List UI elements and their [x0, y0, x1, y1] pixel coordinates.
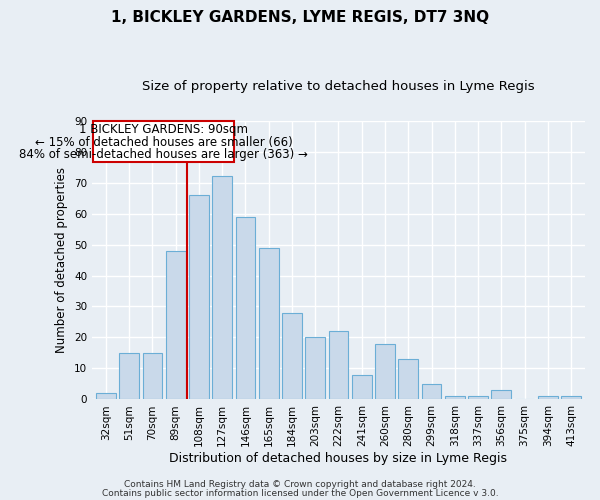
- FancyBboxPatch shape: [93, 120, 234, 162]
- Text: Contains HM Land Registry data © Crown copyright and database right 2024.: Contains HM Land Registry data © Crown c…: [124, 480, 476, 489]
- Bar: [189, 195, 209, 400]
- Text: 1 BICKLEY GARDENS: 90sqm: 1 BICKLEY GARDENS: 90sqm: [79, 124, 248, 136]
- Bar: [259, 248, 278, 400]
- Bar: [212, 176, 232, 400]
- Y-axis label: Number of detached properties: Number of detached properties: [55, 167, 68, 353]
- Bar: [468, 396, 488, 400]
- Bar: [282, 312, 302, 400]
- Bar: [352, 374, 371, 400]
- Bar: [236, 216, 256, 400]
- Bar: [375, 344, 395, 400]
- Text: Contains public sector information licensed under the Open Government Licence v : Contains public sector information licen…: [101, 489, 499, 498]
- Bar: [166, 250, 185, 400]
- Bar: [561, 396, 581, 400]
- Bar: [143, 353, 163, 400]
- Bar: [329, 332, 349, 400]
- X-axis label: Distribution of detached houses by size in Lyme Regis: Distribution of detached houses by size …: [169, 452, 508, 465]
- Bar: [538, 396, 557, 400]
- Bar: [398, 359, 418, 400]
- Bar: [422, 384, 442, 400]
- Title: Size of property relative to detached houses in Lyme Regis: Size of property relative to detached ho…: [142, 80, 535, 93]
- Text: 84% of semi-detached houses are larger (363) →: 84% of semi-detached houses are larger (…: [19, 148, 308, 160]
- Bar: [491, 390, 511, 400]
- Bar: [119, 353, 139, 400]
- Bar: [305, 338, 325, 400]
- Bar: [96, 394, 116, 400]
- Bar: [445, 396, 464, 400]
- Text: ← 15% of detached houses are smaller (66): ← 15% of detached houses are smaller (66…: [35, 136, 292, 149]
- Text: 1, BICKLEY GARDENS, LYME REGIS, DT7 3NQ: 1, BICKLEY GARDENS, LYME REGIS, DT7 3NQ: [111, 10, 489, 25]
